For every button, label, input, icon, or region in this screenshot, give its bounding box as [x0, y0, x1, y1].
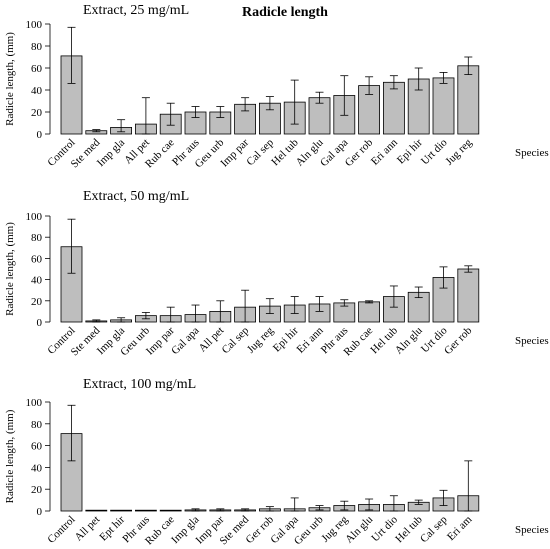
y-axis-label: Radicle length, (mm) [4, 222, 16, 316]
y-tick-label: 0 [37, 506, 43, 518]
y-tick-label: 60 [31, 63, 43, 75]
chart-panel-3: Extract, 100 mg/mL 0 20 40 60 80 100 Radicle le… [4, 377, 549, 547]
y-tick-label: 100 [26, 397, 43, 409]
bar-urt-dio [432, 77, 455, 135]
chart-panel-2: Extract, 50 mg/mL 0 20 40 60 80 100 Radicle len… [4, 189, 549, 358]
bar-ger-rob [457, 268, 480, 323]
bar-ept-hir [110, 509, 132, 512]
bar-phr-aus [134, 509, 157, 512]
category-label: Gal apa [169, 325, 202, 358]
y-tick-label: 80 [31, 41, 43, 53]
category-label: Ger rob [442, 324, 475, 357]
panel-subtitle: Extract, 25 mg/mL [83, 3, 189, 18]
category-label: Imp par [218, 136, 251, 169]
category-label: Jug reg [443, 136, 475, 168]
category-label: Epi hir [395, 136, 425, 166]
bar-all-pet [85, 509, 108, 512]
y-tick-label: 20 [31, 107, 43, 119]
y-tick-label: 20 [31, 296, 43, 308]
panel-subtitle: Extract, 50 mg/mL [83, 189, 189, 204]
category-label: Eri ann [369, 136, 401, 168]
y-tick-label: 80 [31, 419, 43, 431]
y-tick-label: 60 [31, 441, 43, 453]
category-label: Cal sep [220, 324, 252, 356]
bar-rub-cae [358, 301, 381, 323]
chart-panels: Extract, 25 mg/mL 0 20 40 60 80 100 Radicle len… [4, 3, 549, 547]
category-label: Control [45, 514, 77, 546]
category-label: Eri am [445, 513, 475, 543]
y-axis-label: Radicle length, (mm) [4, 32, 16, 126]
bar-jug-reg [457, 65, 480, 135]
y-tick-label: 80 [31, 232, 43, 244]
y-tick-label: 40 [31, 462, 43, 474]
y-axis-label: Radicle length, (mm) [4, 409, 16, 503]
category-label: Jug reg [245, 324, 277, 356]
y-tick-label: 60 [31, 253, 43, 265]
category-label: All pet [73, 514, 103, 544]
x-axis-label: Species [515, 335, 549, 347]
bar-rub-cae [159, 509, 182, 512]
main-title: Radicle length [242, 5, 328, 20]
y-tick-label: 100 [26, 19, 43, 31]
x-axis-label: Species [515, 147, 549, 159]
category-label: Ger rob [343, 136, 376, 169]
y-tick-label: 20 [31, 484, 43, 496]
y-tick-label: 100 [26, 211, 43, 223]
y-tick-label: 0 [37, 317, 43, 329]
bar-eri-ann [382, 81, 405, 135]
chart-panel-1: Extract, 25 mg/mL 0 20 40 60 80 100 Radicle len… [4, 3, 549, 170]
category-label: Aln glu [343, 513, 375, 545]
y-tick-label: 40 [31, 85, 43, 97]
category-label: Cal sep [418, 513, 450, 545]
y-tick-label: 40 [31, 275, 43, 287]
y-tick-label: 0 [37, 129, 43, 141]
category-label: Imp gla [95, 137, 128, 170]
category-label: Aln glu [393, 324, 425, 356]
panel-subtitle: Extract, 100 mg/mL [83, 377, 196, 392]
x-axis-label: Species [515, 524, 549, 536]
